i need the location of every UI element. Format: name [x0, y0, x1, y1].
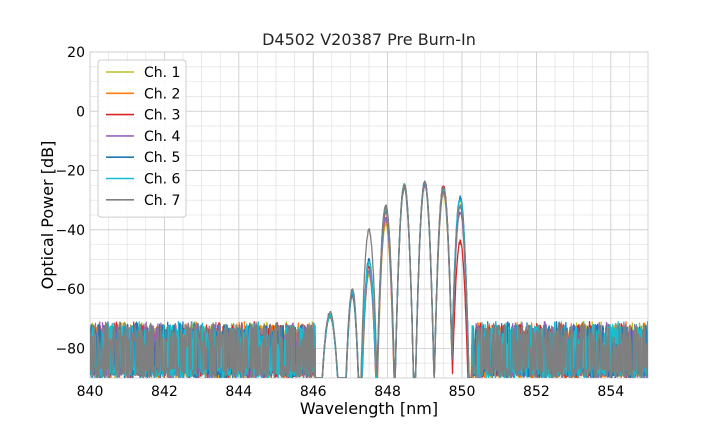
grid: [89, 51, 649, 379]
y-axis-ticks: −80 −60 −40 −20 0 20: [55, 45, 85, 357]
legend-label: Ch. 6: [144, 172, 181, 188]
legend-label: Ch. 5: [144, 150, 180, 166]
x-tick-label: 852: [523, 384, 550, 400]
y-axis-label: Optical Power [dB]: [38, 141, 57, 290]
legend-label: Ch. 7: [144, 193, 180, 209]
x-axis-label: Wavelength [nm]: [300, 399, 438, 418]
x-tick-label: 844: [225, 384, 252, 400]
chart-title: D4502 V20387 Pre Burn-In: [262, 30, 476, 49]
y-tick-label: −20: [55, 164, 85, 180]
series-line-7: [90, 181, 648, 378]
x-tick-label: 846: [300, 384, 327, 400]
x-tick-label: 848: [374, 384, 401, 400]
x-tick-label: 850: [449, 384, 476, 400]
legend-label: Ch. 3: [144, 108, 180, 124]
x-tick-label: 854: [597, 384, 624, 400]
legend: Ch. 1 Ch. 2 Ch. 3 Ch. 4 Ch. 5 Ch. 6 Ch. 7: [97, 59, 187, 218]
y-tick-label: 20: [67, 45, 85, 61]
x-tick-label: 840: [77, 384, 104, 400]
legend-label: Ch. 1: [144, 65, 180, 81]
x-tick-label: 842: [151, 384, 178, 400]
legend-label: Ch. 2: [144, 86, 180, 102]
legend-label: Ch. 4: [144, 129, 181, 145]
y-tick-label: 0: [76, 104, 85, 120]
series-layer: [90, 180, 648, 378]
y-tick-label: −80: [55, 341, 85, 357]
x-axis-ticks: 840 842 844 846 848 850 852 854: [77, 384, 625, 400]
y-tick-label: −40: [55, 223, 85, 239]
y-tick-label: −60: [55, 282, 85, 298]
